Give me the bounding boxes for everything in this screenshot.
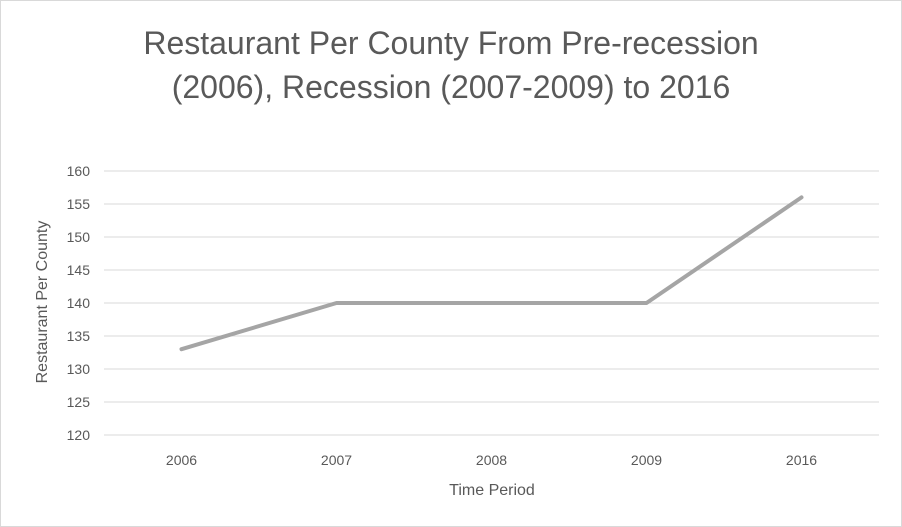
y-axis-tick-labels: 120 125 130 135 140 145 150 155 160 xyxy=(67,163,91,443)
y-tick-label: 130 xyxy=(67,361,91,377)
chart-title-line-2: (2006), Recession (2007-2009) to 2016 xyxy=(171,69,731,105)
x-tick-label: 2016 xyxy=(786,452,817,468)
y-tick-label: 135 xyxy=(67,328,91,344)
y-tick-label: 145 xyxy=(67,262,91,278)
y-tick-label: 120 xyxy=(67,427,91,443)
series-layer xyxy=(179,195,804,352)
x-tick-label: 2008 xyxy=(476,452,507,468)
x-tick-label: 2006 xyxy=(166,452,197,468)
chart-title: Restaurant Per County From Pre-recession… xyxy=(1,21,901,109)
gridlines xyxy=(104,170,879,436)
y-tick-label: 140 xyxy=(67,295,91,311)
y-tick-label: 160 xyxy=(67,163,91,179)
x-axis-title: Time Period xyxy=(449,482,535,499)
x-tick-label: 2009 xyxy=(631,452,662,468)
series-line xyxy=(179,195,804,352)
y-tick-label: 155 xyxy=(67,196,91,212)
x-tick-label: 2007 xyxy=(321,452,352,468)
chart-title-line-1: Restaurant Per County From Pre-recession xyxy=(143,25,759,61)
y-tick-label: 125 xyxy=(67,394,91,410)
y-tick-label: 150 xyxy=(67,229,91,245)
x-axis-tick-labels: 2006 2007 2008 2009 2016 xyxy=(166,452,817,468)
y-axis-title: Restaurant Per County xyxy=(34,221,51,384)
